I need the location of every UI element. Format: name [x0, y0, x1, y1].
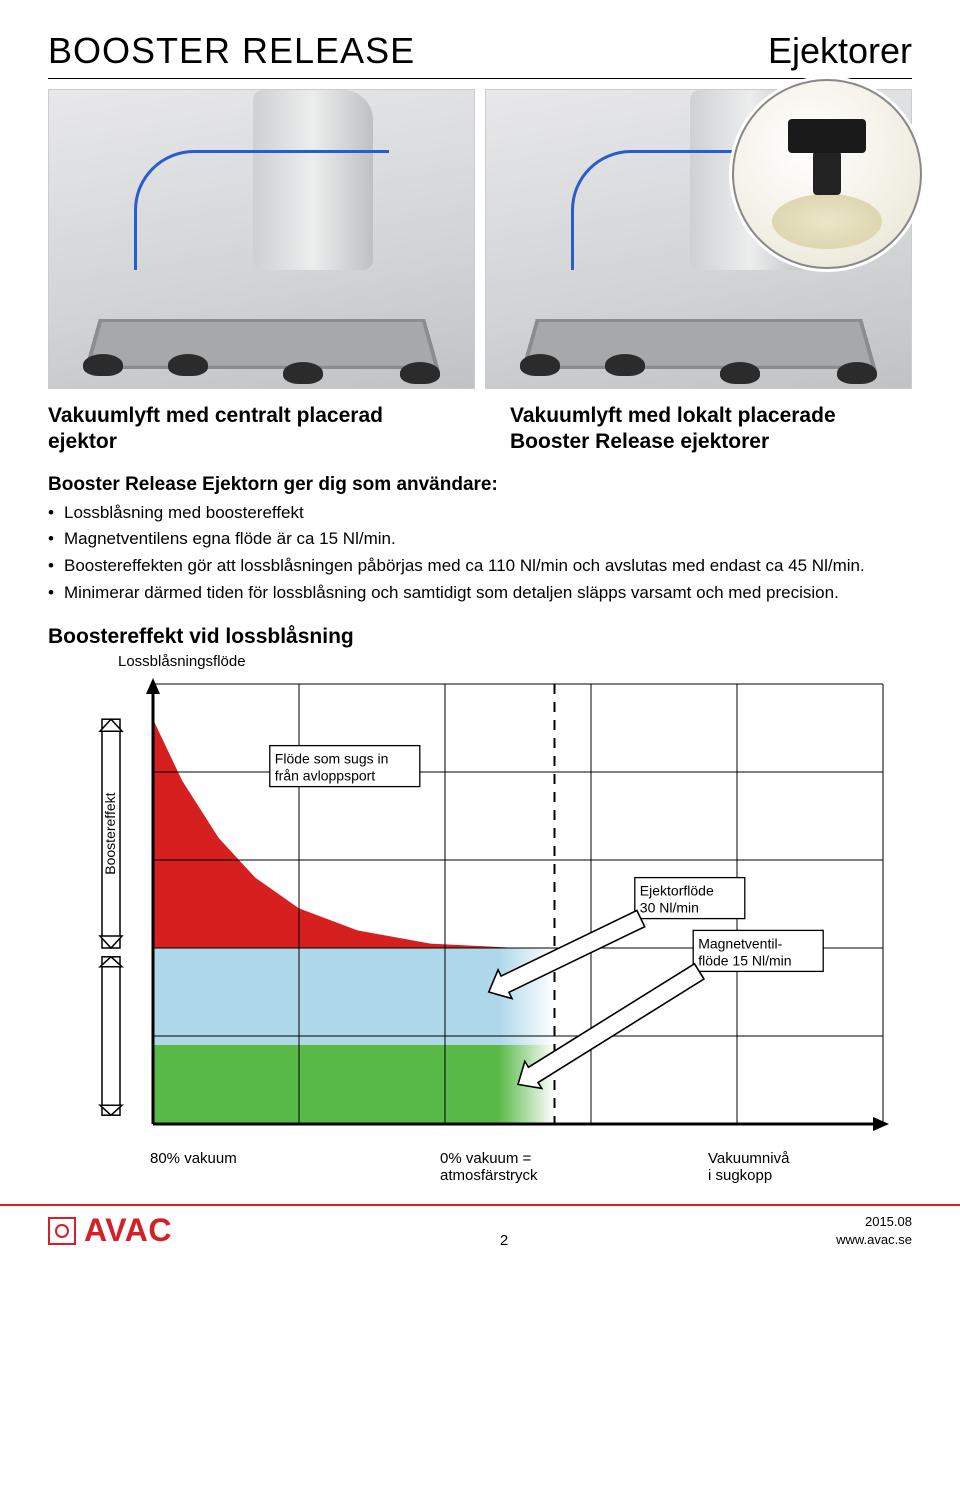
chart: Boostereffekt Flöde som sugs infrån avlop…	[78, 672, 912, 1142]
hero-images	[48, 89, 912, 389]
logo: AVAC	[48, 1212, 172, 1249]
x-label-start: 80% vakuum	[150, 1150, 237, 1167]
hero-left	[48, 89, 475, 389]
page-header: BOOSTER RELEASE Ejektorer	[48, 30, 912, 79]
footer-date: 2015.08	[836, 1213, 912, 1231]
svg-text:Magnetventil-: Magnetventil-	[698, 936, 782, 952]
bullet-item: Magnetventilens egna flöde är ca 15 Nl/m…	[48, 528, 912, 551]
section-heading: Boostereffekt vid lossblåsning	[48, 625, 912, 649]
logo-icon	[48, 1217, 76, 1245]
footer: AVAC 2 2015.08 www.avac.se	[0, 1206, 960, 1261]
header-title: BOOSTER RELEASE	[48, 30, 415, 72]
caption-right: Vakuumlyft med lokalt placerade Booster …	[490, 403, 912, 456]
svg-text:Flöde som sugs in: Flöde som sugs in	[275, 751, 389, 767]
svg-text:från avloppsport: från avloppsport	[275, 768, 376, 784]
header-subtitle: Ejektorer	[768, 30, 912, 72]
svg-text:flöde 15 Nl/min: flöde 15 Nl/min	[698, 953, 791, 969]
bullet-list: Lossblåsning med boostereffekt Magnetven…	[48, 502, 912, 606]
chart-y-axis-label: Lossblåsningsflöde	[118, 653, 912, 670]
hero-captions: Vakuumlyft med centralt placerad ejektor…	[48, 403, 912, 456]
bullet-item: Lossblåsning med boostereffekt	[48, 502, 912, 525]
chart-svg: Boostereffekt Flöde som sugs infrån avlop…	[78, 672, 898, 1142]
x-label-end: Vakuumnivå i sugkopp	[708, 1150, 789, 1184]
chart-x-labels: 80% vakuum 0% vakuum = atmosfärstryck Va…	[78, 1150, 912, 1190]
inset-product-photo	[732, 79, 922, 269]
bullet-item: Minimerar därmed tiden för lossblåsning …	[48, 582, 912, 605]
page-number: 2	[500, 1232, 508, 1249]
bullet-item: Boostereffekten gör att lossblåsningen p…	[48, 555, 912, 578]
footer-right: 2015.08 www.avac.se	[836, 1213, 912, 1249]
footer-url: www.avac.se	[836, 1231, 912, 1249]
x-label-mid: 0% vakuum = atmosfärstryck	[440, 1150, 538, 1184]
intro-line: Booster Release Ejektorn ger dig som anv…	[48, 474, 912, 496]
svg-text:30 Nl/min: 30 Nl/min	[640, 900, 699, 916]
svg-text:Ejektorflöde: Ejektorflöde	[640, 883, 714, 899]
caption-left: Vakuumlyft med centralt placerad ejektor	[48, 403, 450, 456]
logo-text: AVAC	[84, 1212, 172, 1249]
svg-text:Boostereffekt: Boostereffekt	[102, 793, 118, 875]
